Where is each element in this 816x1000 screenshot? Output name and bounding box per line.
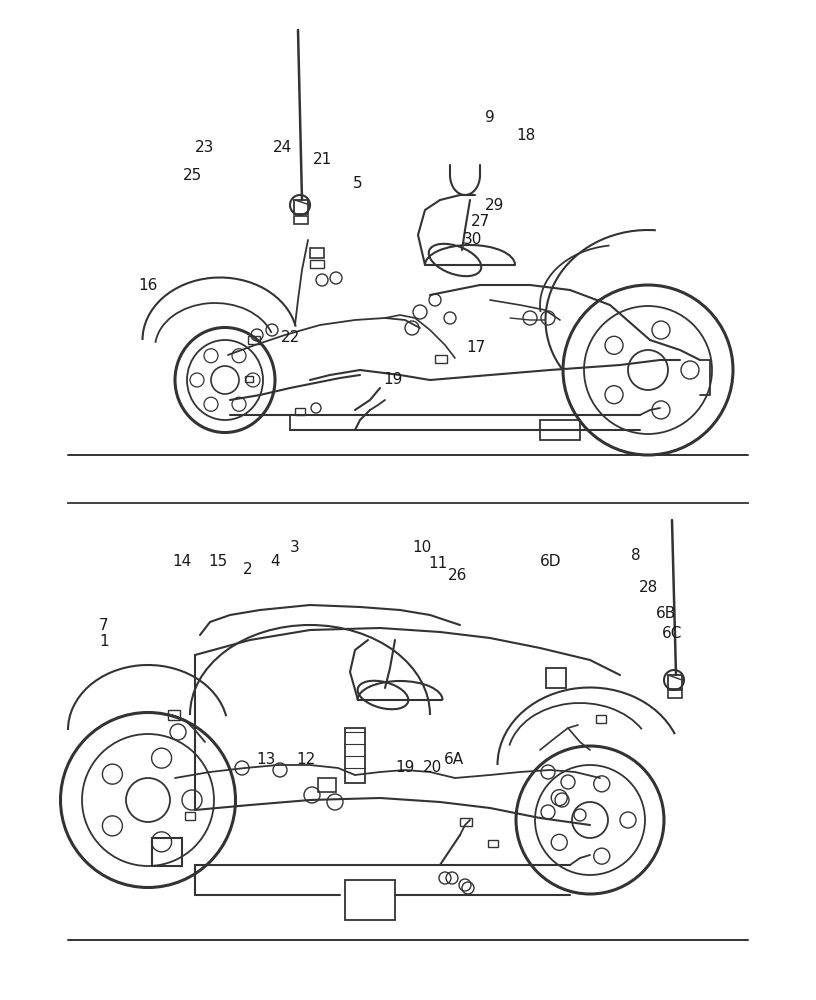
Text: 27: 27 (470, 215, 490, 230)
Bar (318, 778, 336, 792)
Bar (596, 715, 606, 723)
Text: 10: 10 (412, 540, 432, 556)
Text: 26: 26 (448, 568, 468, 582)
Text: 17: 17 (467, 340, 486, 356)
Bar (152, 838, 182, 866)
Text: 1: 1 (100, 635, 109, 650)
Text: 22: 22 (281, 330, 299, 346)
Bar (294, 216, 308, 224)
Text: 25: 25 (182, 167, 202, 182)
Text: 6C: 6C (662, 626, 682, 641)
Bar (168, 710, 180, 720)
Text: 14: 14 (172, 554, 192, 570)
Bar (245, 376, 253, 382)
Text: 13: 13 (256, 752, 276, 768)
Text: 30: 30 (463, 232, 481, 247)
Bar (435, 355, 447, 363)
Text: 6A: 6A (444, 752, 464, 768)
Bar (310, 260, 324, 268)
Bar (546, 668, 566, 688)
Text: 4: 4 (270, 554, 280, 570)
Text: 18: 18 (517, 127, 535, 142)
Text: 28: 28 (638, 580, 658, 595)
Text: 5: 5 (353, 176, 363, 192)
Text: 19: 19 (395, 760, 415, 776)
Bar (488, 840, 498, 847)
Text: 24: 24 (273, 140, 291, 155)
Bar (540, 420, 580, 440)
Text: 15: 15 (208, 554, 228, 570)
Bar (310, 248, 324, 258)
Bar (668, 675, 682, 689)
Text: 6B: 6B (656, 606, 676, 621)
Text: 7: 7 (100, 617, 109, 633)
Text: 23: 23 (195, 140, 215, 155)
Bar (185, 812, 195, 820)
Text: 3: 3 (290, 540, 299, 556)
Text: 19: 19 (384, 372, 402, 387)
Bar (295, 408, 305, 415)
Text: 16: 16 (139, 277, 157, 292)
Text: 29: 29 (486, 198, 504, 213)
Text: 20: 20 (423, 760, 441, 776)
Text: 21: 21 (313, 152, 331, 167)
Text: 8: 8 (632, 548, 641, 562)
Bar (345, 728, 365, 783)
Text: 11: 11 (428, 556, 448, 570)
Bar (345, 880, 395, 920)
Bar (668, 690, 682, 698)
Bar (294, 200, 308, 214)
Text: 9: 9 (486, 110, 494, 125)
Text: 6D: 6D (540, 554, 561, 570)
Text: 12: 12 (296, 752, 316, 768)
Text: 2: 2 (243, 562, 253, 578)
Bar (248, 336, 260, 344)
Bar (460, 818, 472, 826)
